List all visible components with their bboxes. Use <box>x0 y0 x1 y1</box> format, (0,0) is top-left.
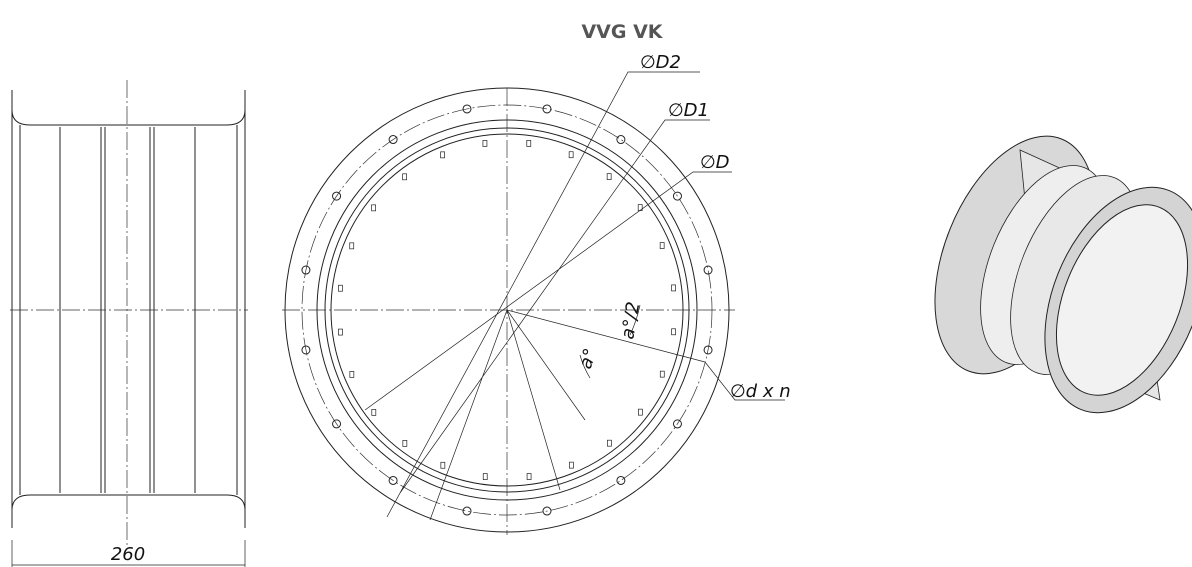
d2-label: ∅D2 <box>640 52 681 73</box>
tab <box>441 152 445 158</box>
tab <box>483 474 487 480</box>
holes-label: ∅d x n <box>730 381 791 402</box>
tab <box>569 462 573 468</box>
tab <box>403 174 407 180</box>
tab <box>372 409 376 415</box>
bolt-hole <box>617 476 625 484</box>
d-label: ∅D <box>700 152 730 173</box>
half-angle-label: a°/2 <box>617 300 644 341</box>
tab <box>372 205 376 211</box>
length-dim: 260 <box>111 544 145 565</box>
iso-view <box>903 113 1192 436</box>
tab <box>672 329 676 335</box>
tab <box>660 371 664 377</box>
bolt-hole <box>617 136 625 144</box>
tab <box>338 285 342 291</box>
side-view: 260 <box>10 80 248 567</box>
tab <box>483 140 487 146</box>
d1-label: ∅D1 <box>668 100 709 121</box>
tab <box>403 440 407 446</box>
tab <box>672 285 676 291</box>
tab <box>569 152 573 158</box>
tab <box>607 440 611 446</box>
front-view: ∅D2 ∅D1 ∅D a° a°/2 ∅d x n <box>282 52 791 535</box>
angle-label: a° <box>575 346 602 372</box>
tab <box>350 243 354 249</box>
tab <box>527 140 531 146</box>
bolt-hole <box>704 266 712 274</box>
tab <box>527 474 531 480</box>
tab <box>338 329 342 335</box>
tab <box>638 409 642 415</box>
drawing: VVG VK 260 ∅D2 ∅D1 ∅D a° a°/2 ∅d x n <box>0 0 1192 567</box>
tab <box>350 371 354 377</box>
bolt-hole <box>463 507 471 515</box>
tab <box>660 243 664 249</box>
tab <box>441 462 445 468</box>
tab <box>607 174 611 180</box>
title: VVG VK <box>581 21 663 43</box>
